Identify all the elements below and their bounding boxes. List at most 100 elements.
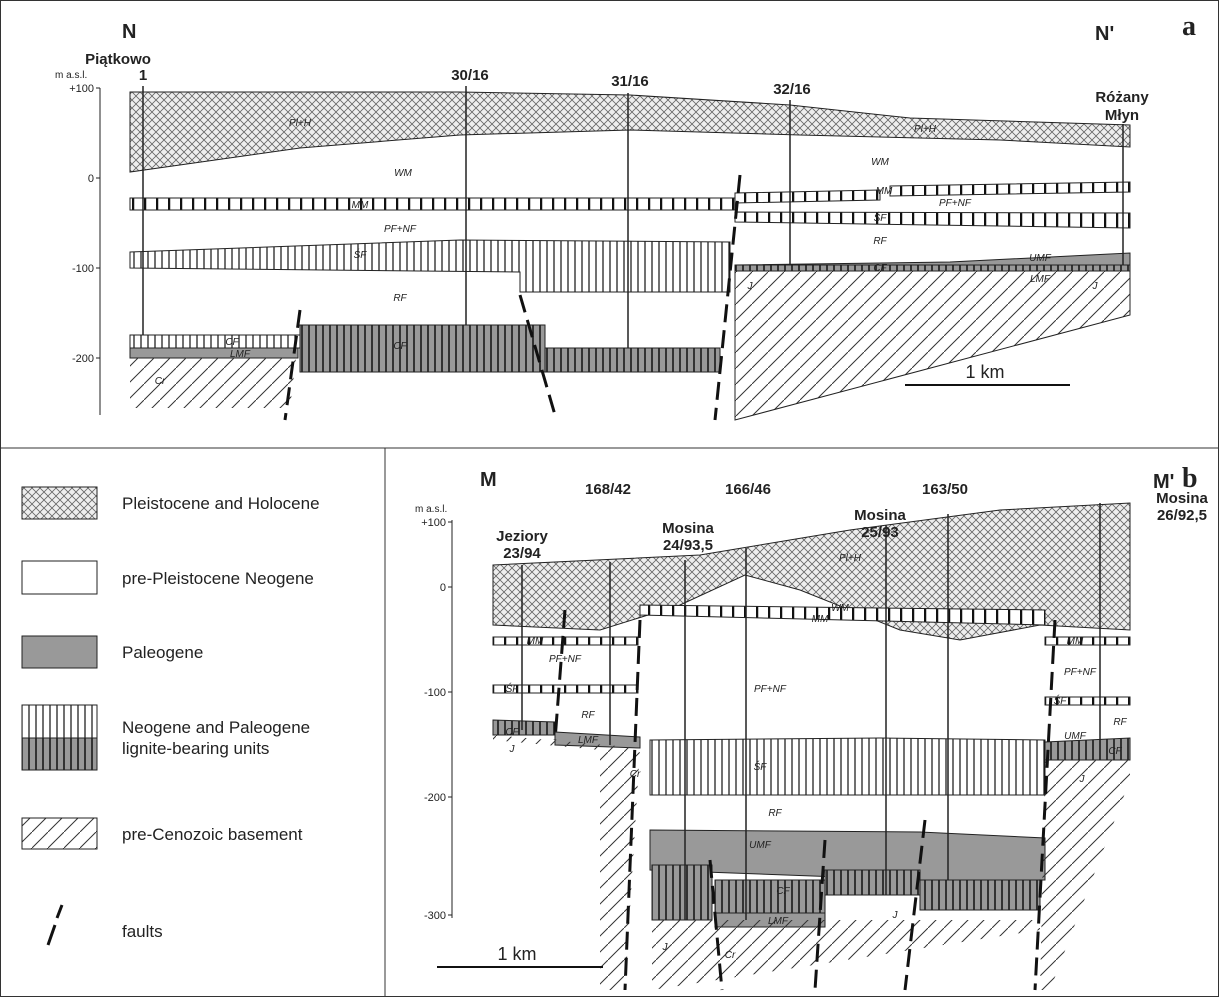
legend-swatch xyxy=(48,905,62,945)
unit-label: UMF xyxy=(1029,253,1052,264)
unit-label: J xyxy=(1092,281,1099,292)
unit-label: MM xyxy=(352,200,369,211)
unit-label: CF xyxy=(873,263,887,274)
well-label: 23/94 xyxy=(503,545,541,562)
unit-label: UMF xyxy=(1064,731,1087,742)
sf-unit xyxy=(650,738,1045,795)
unit-label: RF xyxy=(768,808,782,819)
unit-label: LMF xyxy=(768,916,789,927)
well-label: 32/16 xyxy=(773,81,811,98)
legend-label: Pleistocene and Holocene xyxy=(122,494,320,513)
scale-label: 1 km xyxy=(965,362,1004,382)
tick-label: +100 xyxy=(421,517,446,529)
unit-label: Cr xyxy=(155,376,166,387)
unit-label: PF+NF xyxy=(384,224,417,235)
unit-label: ŚF xyxy=(506,682,520,695)
tick-label: -100 xyxy=(72,263,94,275)
unit-label: LMF xyxy=(1030,274,1051,285)
unit-label: ŚF xyxy=(354,248,368,261)
legend-swatch xyxy=(22,818,97,849)
sf-unit xyxy=(130,240,730,292)
cf-unit xyxy=(652,865,712,920)
axis-unit: m a.s.l. xyxy=(55,70,87,81)
legend-label: Paleogene xyxy=(122,643,203,662)
unit-label: J xyxy=(892,910,899,921)
well-label: 166/46 xyxy=(725,481,771,498)
legend-label: pre-Pleistocene Neogene xyxy=(122,569,314,588)
well-label: 30/16 xyxy=(451,67,489,84)
tick-label: -200 xyxy=(424,792,446,804)
start-label: M xyxy=(480,469,497,491)
unit-label: Pl+H xyxy=(289,118,312,129)
unit-label: RF xyxy=(581,710,595,721)
legend-swatch xyxy=(22,561,97,594)
tick-label: -300 xyxy=(424,910,446,922)
cf-unit xyxy=(130,335,300,348)
tick-label: +100 xyxy=(69,83,94,95)
unit-label: ŚF xyxy=(1054,694,1068,707)
well-label: 24/93,5 xyxy=(663,537,713,554)
tick-label: 0 xyxy=(440,582,446,594)
unit-label: Cr xyxy=(725,950,736,961)
figure: N N' a m a.s.l. +100 0 -100 -200 Piątkow… xyxy=(0,0,1219,997)
unit-label: CF xyxy=(393,341,407,352)
scale-label: 1 km xyxy=(497,944,536,964)
unit-label: Pl+H xyxy=(914,124,937,135)
legend-label: lignite-bearing units xyxy=(122,739,269,758)
legend-swatch xyxy=(22,487,97,519)
unit-label: MM xyxy=(812,614,829,625)
unit-label: PF+NF xyxy=(549,654,582,665)
well-label: Różany xyxy=(1095,89,1149,106)
mm-band xyxy=(890,182,1130,196)
cf-unit xyxy=(825,870,920,895)
unit-label: UMF xyxy=(749,840,772,851)
unit-label: PF+NF xyxy=(1064,667,1097,678)
well-label: Piątkowo xyxy=(85,51,151,68)
tick-label: 0 xyxy=(88,173,94,185)
panel-b: M M' b m a.s.l. +100 0 -100 -200 -300 Je… xyxy=(415,463,1208,990)
cf-unit xyxy=(920,880,1040,910)
unit-label: CF xyxy=(1108,746,1122,757)
basement xyxy=(652,920,1040,990)
well-label: 31/16 xyxy=(611,73,649,90)
pleistocene xyxy=(130,92,1130,172)
unit-label: CF xyxy=(225,337,239,348)
unit-label: WM xyxy=(394,168,412,179)
unit-label: ŚF xyxy=(874,211,888,224)
unit-label: J xyxy=(662,942,669,953)
axis-ticks xyxy=(96,88,100,358)
unit-label: Cr xyxy=(630,769,641,780)
cf-unit xyxy=(735,265,1130,271)
well-label: 1 xyxy=(139,67,147,84)
mm-band xyxy=(130,198,735,210)
legend-label: faults xyxy=(122,922,163,941)
panel-letter: a xyxy=(1182,11,1196,42)
start-label: N xyxy=(122,21,136,43)
well-label: 163/50 xyxy=(922,481,968,498)
unit-label: WM xyxy=(831,603,849,614)
paleogene xyxy=(130,348,298,358)
unit-label: MM xyxy=(1067,636,1084,647)
unit-label: J xyxy=(1079,774,1086,785)
unit-label: MM xyxy=(527,636,544,647)
cf-unit xyxy=(715,880,825,913)
mm-band xyxy=(735,190,880,203)
well-label: Mosina xyxy=(662,520,714,537)
legend-swatch xyxy=(22,738,97,770)
unit-label: PF+NF xyxy=(939,198,972,209)
unit-label: J xyxy=(747,281,754,292)
legend-label: pre-Cenozoic basement xyxy=(122,825,303,844)
well-label: 25/93 xyxy=(861,524,899,541)
unit-label: MM xyxy=(876,186,893,197)
basement xyxy=(1040,760,1130,990)
basement xyxy=(735,271,1130,420)
tick-label: -200 xyxy=(72,353,94,365)
sf-band xyxy=(735,212,1130,228)
unit-label: RF xyxy=(873,236,887,247)
unit-label: RF xyxy=(393,293,407,304)
unit-label: WM xyxy=(871,157,889,168)
page: N N' a m a.s.l. +100 0 -100 -200 Piątkow… xyxy=(0,0,1219,1002)
panel-a: N N' a m a.s.l. +100 0 -100 -200 Piątkow… xyxy=(55,11,1196,420)
well-label: Młyn xyxy=(1105,107,1139,124)
unit-label: PF+NF xyxy=(754,684,787,695)
